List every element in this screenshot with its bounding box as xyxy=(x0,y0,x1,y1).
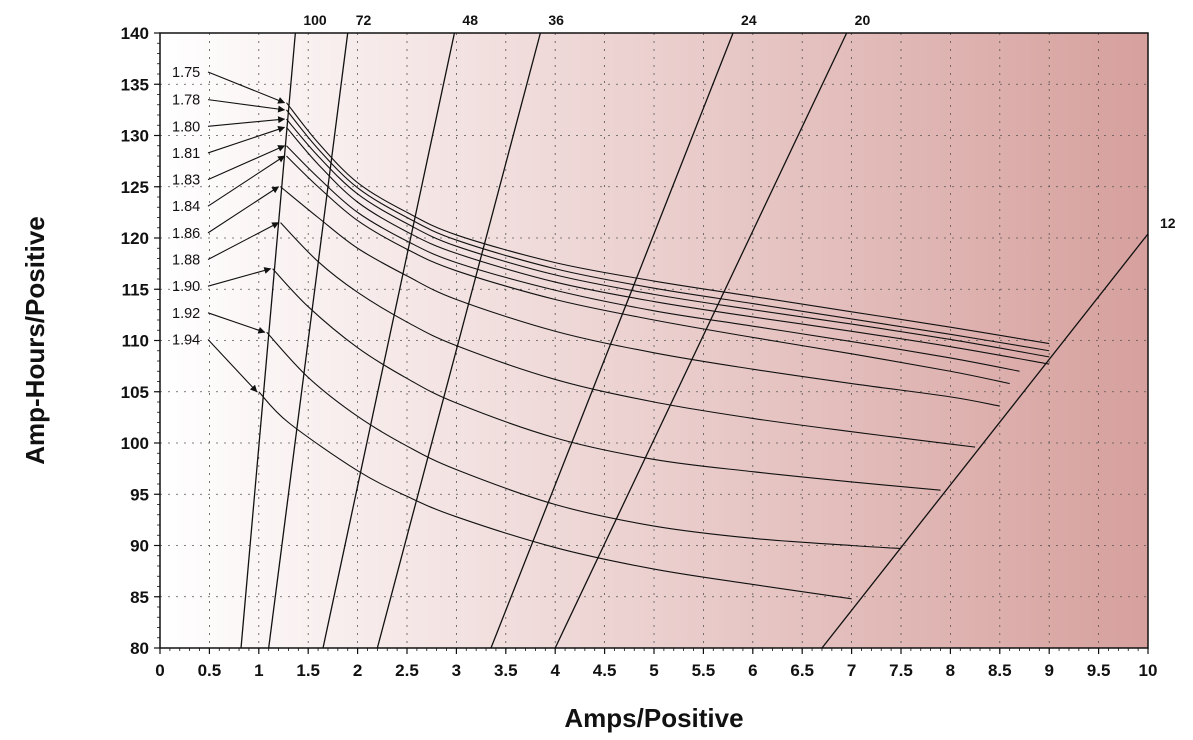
x-tick-label: 2.5 xyxy=(395,661,419,680)
voltage-label-1.86: 1.86 xyxy=(172,226,200,242)
x-tick-label: 1.5 xyxy=(296,661,320,680)
voltage-pointer-1.88 xyxy=(207,222,280,261)
voltage-curve-1.86 xyxy=(280,186,1000,407)
hour-line-36 xyxy=(376,32,542,649)
voltage-label-1.75: 1.75 xyxy=(172,65,200,81)
voltage-label-1.92: 1.92 xyxy=(172,306,200,322)
voltage-curve-1.83 xyxy=(286,145,1020,372)
x-tick-label: 0 xyxy=(155,661,164,680)
x-tick-label: 7 xyxy=(847,661,856,680)
voltage-label-1.80: 1.80 xyxy=(172,119,200,135)
y-tick-label: 105 xyxy=(121,383,149,402)
hour-line-20 xyxy=(554,32,848,649)
y-axis-label: Amp-Hours/Positive xyxy=(20,216,50,465)
voltage-pointer-1.92 xyxy=(207,312,266,334)
x-tick-label: 2 xyxy=(353,661,362,680)
y-tick-label: 85 xyxy=(130,588,149,607)
voltage-pointer-1.84 xyxy=(207,155,286,207)
hour-label-24: 24 xyxy=(741,12,757,28)
voltage-label-1.83: 1.83 xyxy=(172,173,200,189)
voltage-curve-1.90 xyxy=(272,268,941,491)
voltage-labels: 1.75 1.78 1.80 1.81 1.83 1.84 1.86 1.88 1.90 1.92… xyxy=(172,65,286,393)
voltage-pointer-1.83 xyxy=(207,145,286,181)
y-tick-label: 90 xyxy=(130,537,149,556)
x-tick-label: 1 xyxy=(254,661,263,680)
hour-label-12: 12 xyxy=(1160,215,1176,231)
voltage-pointer-1.90 xyxy=(207,267,272,287)
hour-line-72 xyxy=(268,32,349,649)
x-tick-label: 4 xyxy=(550,661,560,680)
voltage-label-1.90: 1.90 xyxy=(172,279,200,295)
voltage-pointer-1.94 xyxy=(207,339,258,393)
y-tick-label: 120 xyxy=(121,229,149,248)
y-tick-label: 80 xyxy=(130,639,149,658)
voltage-label-1.88: 1.88 xyxy=(172,253,200,269)
voltage-curve-1.80 xyxy=(286,118,1050,358)
x-tick-label: 8.5 xyxy=(988,661,1012,680)
hour-label-36: 36 xyxy=(548,12,564,28)
voltage-curve-1.81 xyxy=(286,126,1050,365)
y-tick-label: 110 xyxy=(122,332,149,351)
grid xyxy=(160,33,1148,648)
hour-line-100 xyxy=(240,32,297,649)
x-tick-label: 3 xyxy=(452,661,461,680)
voltage-label-1.94: 1.94 xyxy=(172,332,200,348)
voltage-curves xyxy=(258,102,1050,600)
voltage-curve-1.78 xyxy=(286,109,1050,352)
voltage-pointer-1.78 xyxy=(207,99,286,113)
x-tick-label: 5.5 xyxy=(692,661,716,680)
y-tick-label: 100 xyxy=(121,434,149,453)
x-tick-label: 9.5 xyxy=(1087,661,1111,680)
hour-line-24 xyxy=(490,32,734,649)
voltage-curve-1.84 xyxy=(286,155,1010,385)
hour-label-48: 48 xyxy=(462,12,478,28)
axis-ticks: 0 0.5 1 1.5 2 2.5 3 3.5 4 4.5 5 5.5 6 6.5 7 7.5 8 8.5 9 9.5… xyxy=(121,24,1158,680)
hour-label-72: 72 xyxy=(356,12,372,28)
x-tick-label: 0.5 xyxy=(198,661,222,680)
x-tick-label: 4.5 xyxy=(593,661,617,680)
hour-line-48 xyxy=(322,32,456,649)
x-tick-label: 5 xyxy=(649,661,658,680)
y-tick-label: 95 xyxy=(130,485,149,504)
hour-label-100: 100 xyxy=(303,12,327,28)
voltage-curve-1.92 xyxy=(266,331,902,550)
x-axis-label: Amps/Positive xyxy=(564,703,743,733)
hour-label-20: 20 xyxy=(855,12,871,28)
voltage-curve-1.94 xyxy=(258,391,852,600)
x-tick-label: 10 xyxy=(1139,661,1158,680)
y-tick-label: 130 xyxy=(121,127,149,146)
voltage-label-1.78: 1.78 xyxy=(172,93,200,109)
x-tick-label: 9 xyxy=(1044,661,1053,680)
voltage-curve-1.88 xyxy=(280,222,976,448)
x-tick-label: 3.5 xyxy=(494,661,518,680)
voltage-label-1.84: 1.84 xyxy=(172,199,200,215)
voltage-label-1.81: 1.81 xyxy=(172,146,200,162)
x-tick-label: 7.5 xyxy=(889,661,913,680)
y-tick-label: 135 xyxy=(121,75,149,94)
voltage-curve-1.75 xyxy=(286,102,1050,345)
voltage-pointer-1.81 xyxy=(207,125,286,154)
y-tick-label: 140 xyxy=(121,24,149,43)
x-tick-label: 8 xyxy=(946,661,955,680)
voltage-pointer-1.86 xyxy=(207,186,280,234)
hour-lines: 100 72 48 36 24 20 12 xyxy=(240,12,1176,649)
voltage-pointer-1.75 xyxy=(207,71,286,104)
voltage-pointer-1.80 xyxy=(207,116,286,127)
hour-line-12 xyxy=(821,233,1149,649)
x-tick-label: 6.5 xyxy=(790,661,814,680)
y-tick-label: 115 xyxy=(122,280,149,299)
y-tick-label: 125 xyxy=(121,178,149,197)
x-tick-label: 6 xyxy=(748,661,757,680)
